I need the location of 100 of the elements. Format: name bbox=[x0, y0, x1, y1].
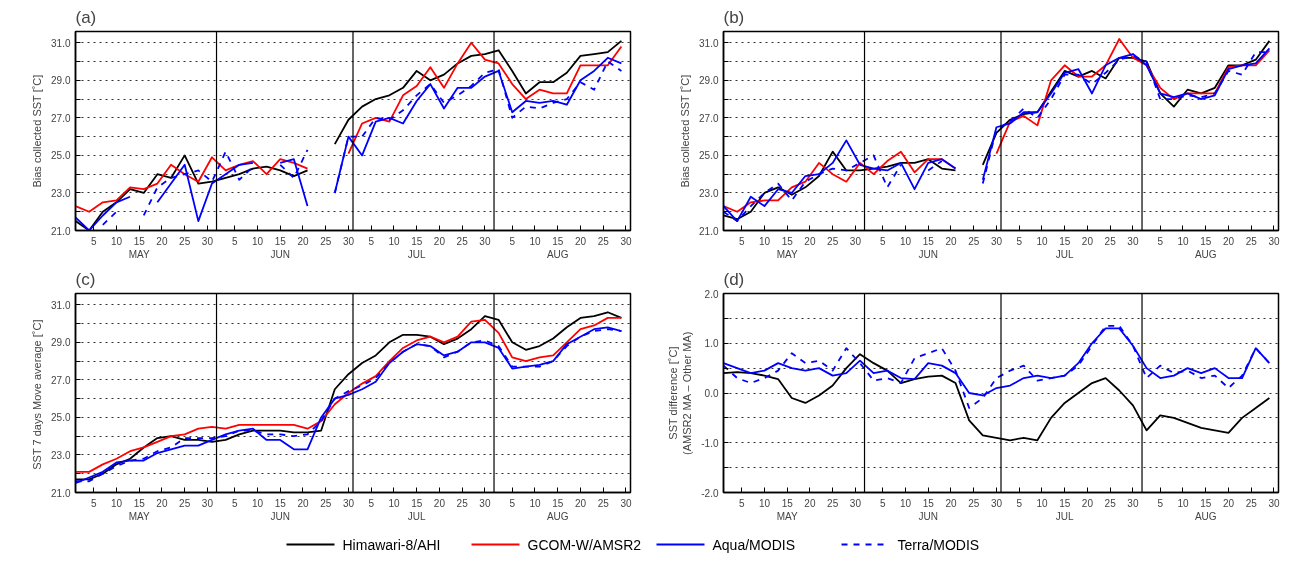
y-tick-label: 2.0 bbox=[704, 288, 719, 300]
x-tick-label: 5 bbox=[90, 235, 97, 247]
x-tick-label: 25 bbox=[456, 235, 469, 247]
x-tick-label: 15 AUG bbox=[1194, 497, 1217, 522]
x-tick-label: 20 bbox=[1222, 497, 1235, 509]
x-tick-label: 5 bbox=[1016, 497, 1023, 509]
x-tick-label: 30 bbox=[990, 497, 1003, 509]
y-axis-title: SST difference [˚C] (AMSR2 MA – Other MA) bbox=[666, 331, 694, 456]
y-tick-label: 25.0 bbox=[51, 150, 71, 162]
y-tick-label: 21.0 bbox=[51, 487, 71, 499]
x-tick-label: 5 bbox=[509, 235, 516, 247]
x-tick-label: 5 bbox=[231, 497, 238, 509]
x-tick-label: 30 bbox=[620, 235, 632, 247]
y-tick-label: 23.0 bbox=[699, 187, 719, 199]
y-tick-label: 29.0 bbox=[51, 75, 71, 87]
x-tick-label: 25 bbox=[320, 497, 332, 509]
x-tick-label: 20 bbox=[297, 497, 309, 509]
x-tick-label: 15 JUN bbox=[918, 235, 938, 260]
x-tick-label: 10 bbox=[251, 235, 264, 247]
x-tick-label: 15 JUN bbox=[270, 235, 290, 260]
x-tick-label: 30 bbox=[1127, 497, 1139, 509]
x-tick-label: 15 AUG bbox=[546, 235, 569, 260]
y-tick-label: 29.0 bbox=[51, 337, 71, 349]
x-tick-label: 20 bbox=[804, 497, 816, 509]
x-tick-label: 30 bbox=[849, 497, 862, 509]
x-tick-label: 10 bbox=[1177, 497, 1189, 509]
x-tick-label: 30 bbox=[1127, 235, 1139, 247]
chart-title: (d) bbox=[723, 269, 745, 289]
x-tick-label: 30 bbox=[201, 497, 214, 509]
legend-label: Aqua/MODIS bbox=[712, 536, 795, 553]
x-tick-label: 15 JUL bbox=[407, 497, 427, 522]
y-tick-label: 29.0 bbox=[699, 75, 719, 87]
x-tick-label: 10 bbox=[529, 497, 541, 509]
x-tick-label: 10 bbox=[251, 497, 264, 509]
x-tick-label: 20 bbox=[804, 235, 816, 247]
x-tick-label: 20 bbox=[1081, 235, 1094, 247]
x-tick-label: 10 bbox=[110, 497, 123, 509]
y-tick-label: 31.0 bbox=[51, 37, 71, 49]
x-tick-label: 25 bbox=[968, 235, 980, 247]
y-tick-label: 25.0 bbox=[699, 150, 719, 162]
x-tick-label: 30 bbox=[201, 235, 214, 247]
x-tick-label: 5 bbox=[90, 497, 97, 509]
x-tick-label: 20 bbox=[156, 235, 168, 247]
x-tick-label: 25 bbox=[1104, 497, 1117, 509]
x-tick-label: 5 bbox=[1016, 235, 1023, 247]
x-tick-label: 5 bbox=[231, 235, 238, 247]
y-tick-label: 1.0 bbox=[704, 338, 719, 350]
x-tick-label: 25 bbox=[456, 497, 469, 509]
x-tick-label: 20 bbox=[433, 497, 446, 509]
x-tick-label: 30 bbox=[1268, 497, 1280, 509]
x-tick-label: 25 bbox=[320, 235, 332, 247]
legend-label: Terra/MODIS bbox=[897, 536, 980, 553]
x-tick-label: 5 bbox=[1157, 497, 1164, 509]
legend-label: GCOM-W/AMSR2 bbox=[527, 536, 642, 553]
x-tick-label: 25 bbox=[597, 497, 610, 509]
x-tick-label: 10 bbox=[899, 235, 912, 247]
y-tick-label: 21.0 bbox=[699, 225, 719, 237]
x-tick-label: 20 bbox=[945, 235, 957, 247]
y-tick-label: -1.0 bbox=[701, 437, 719, 449]
y-tick-label: 27.0 bbox=[699, 112, 719, 124]
x-tick-label: 30 bbox=[342, 497, 355, 509]
y-tick-label: 27.0 bbox=[51, 112, 71, 124]
legend-label: Himawari-8/AHI bbox=[342, 536, 441, 553]
y-tick-label: 27.0 bbox=[51, 374, 71, 386]
y-tick-label: 31.0 bbox=[51, 299, 71, 311]
chart-title: (a) bbox=[75, 7, 97, 27]
x-tick-label: 15 JUL bbox=[1055, 235, 1075, 260]
x-tick-label: 30 bbox=[1268, 235, 1280, 247]
x-tick-label: 10 bbox=[899, 497, 912, 509]
x-tick-label: 5 bbox=[368, 497, 375, 509]
x-tick-label: 25 bbox=[597, 235, 610, 247]
x-tick-label: 30 bbox=[479, 235, 491, 247]
x-tick-label: 5 bbox=[1157, 235, 1164, 247]
x-tick-label: 30 bbox=[990, 235, 1003, 247]
y-tick-label: 23.0 bbox=[51, 187, 71, 199]
x-tick-label: 5 bbox=[368, 235, 375, 247]
x-tick-label: 25 bbox=[179, 235, 191, 247]
x-tick-label: 10 bbox=[388, 497, 400, 509]
x-tick-label: 5 bbox=[879, 497, 886, 509]
x-tick-label: 20 bbox=[574, 497, 587, 509]
x-tick-label: 25 bbox=[1245, 497, 1258, 509]
x-tick-label: 10 bbox=[758, 235, 771, 247]
chart-title: (b) bbox=[723, 7, 745, 27]
x-tick-label: 15 MAY bbox=[128, 497, 150, 522]
x-tick-label: 25 bbox=[968, 497, 980, 509]
x-tick-label: 15 JUL bbox=[407, 235, 427, 260]
x-tick-label: 10 bbox=[1177, 235, 1189, 247]
x-tick-label: 15 AUG bbox=[1194, 235, 1217, 260]
x-tick-label: 5 bbox=[738, 497, 745, 509]
x-tick-label: 10 bbox=[388, 235, 400, 247]
x-tick-label: 15 MAY bbox=[776, 235, 798, 260]
x-tick-label: 10 bbox=[1036, 235, 1048, 247]
x-tick-label: 20 bbox=[297, 235, 309, 247]
y-tick-label: -2.0 bbox=[701, 487, 719, 499]
x-tick-label: 30 bbox=[342, 235, 355, 247]
y-tick-label: 21.0 bbox=[51, 225, 71, 237]
y-tick-label: 23.0 bbox=[51, 449, 71, 461]
x-tick-label: 20 bbox=[156, 497, 168, 509]
y-tick-label: 0.0 bbox=[704, 388, 719, 399]
y-tick-label: 25.0 bbox=[51, 412, 71, 424]
